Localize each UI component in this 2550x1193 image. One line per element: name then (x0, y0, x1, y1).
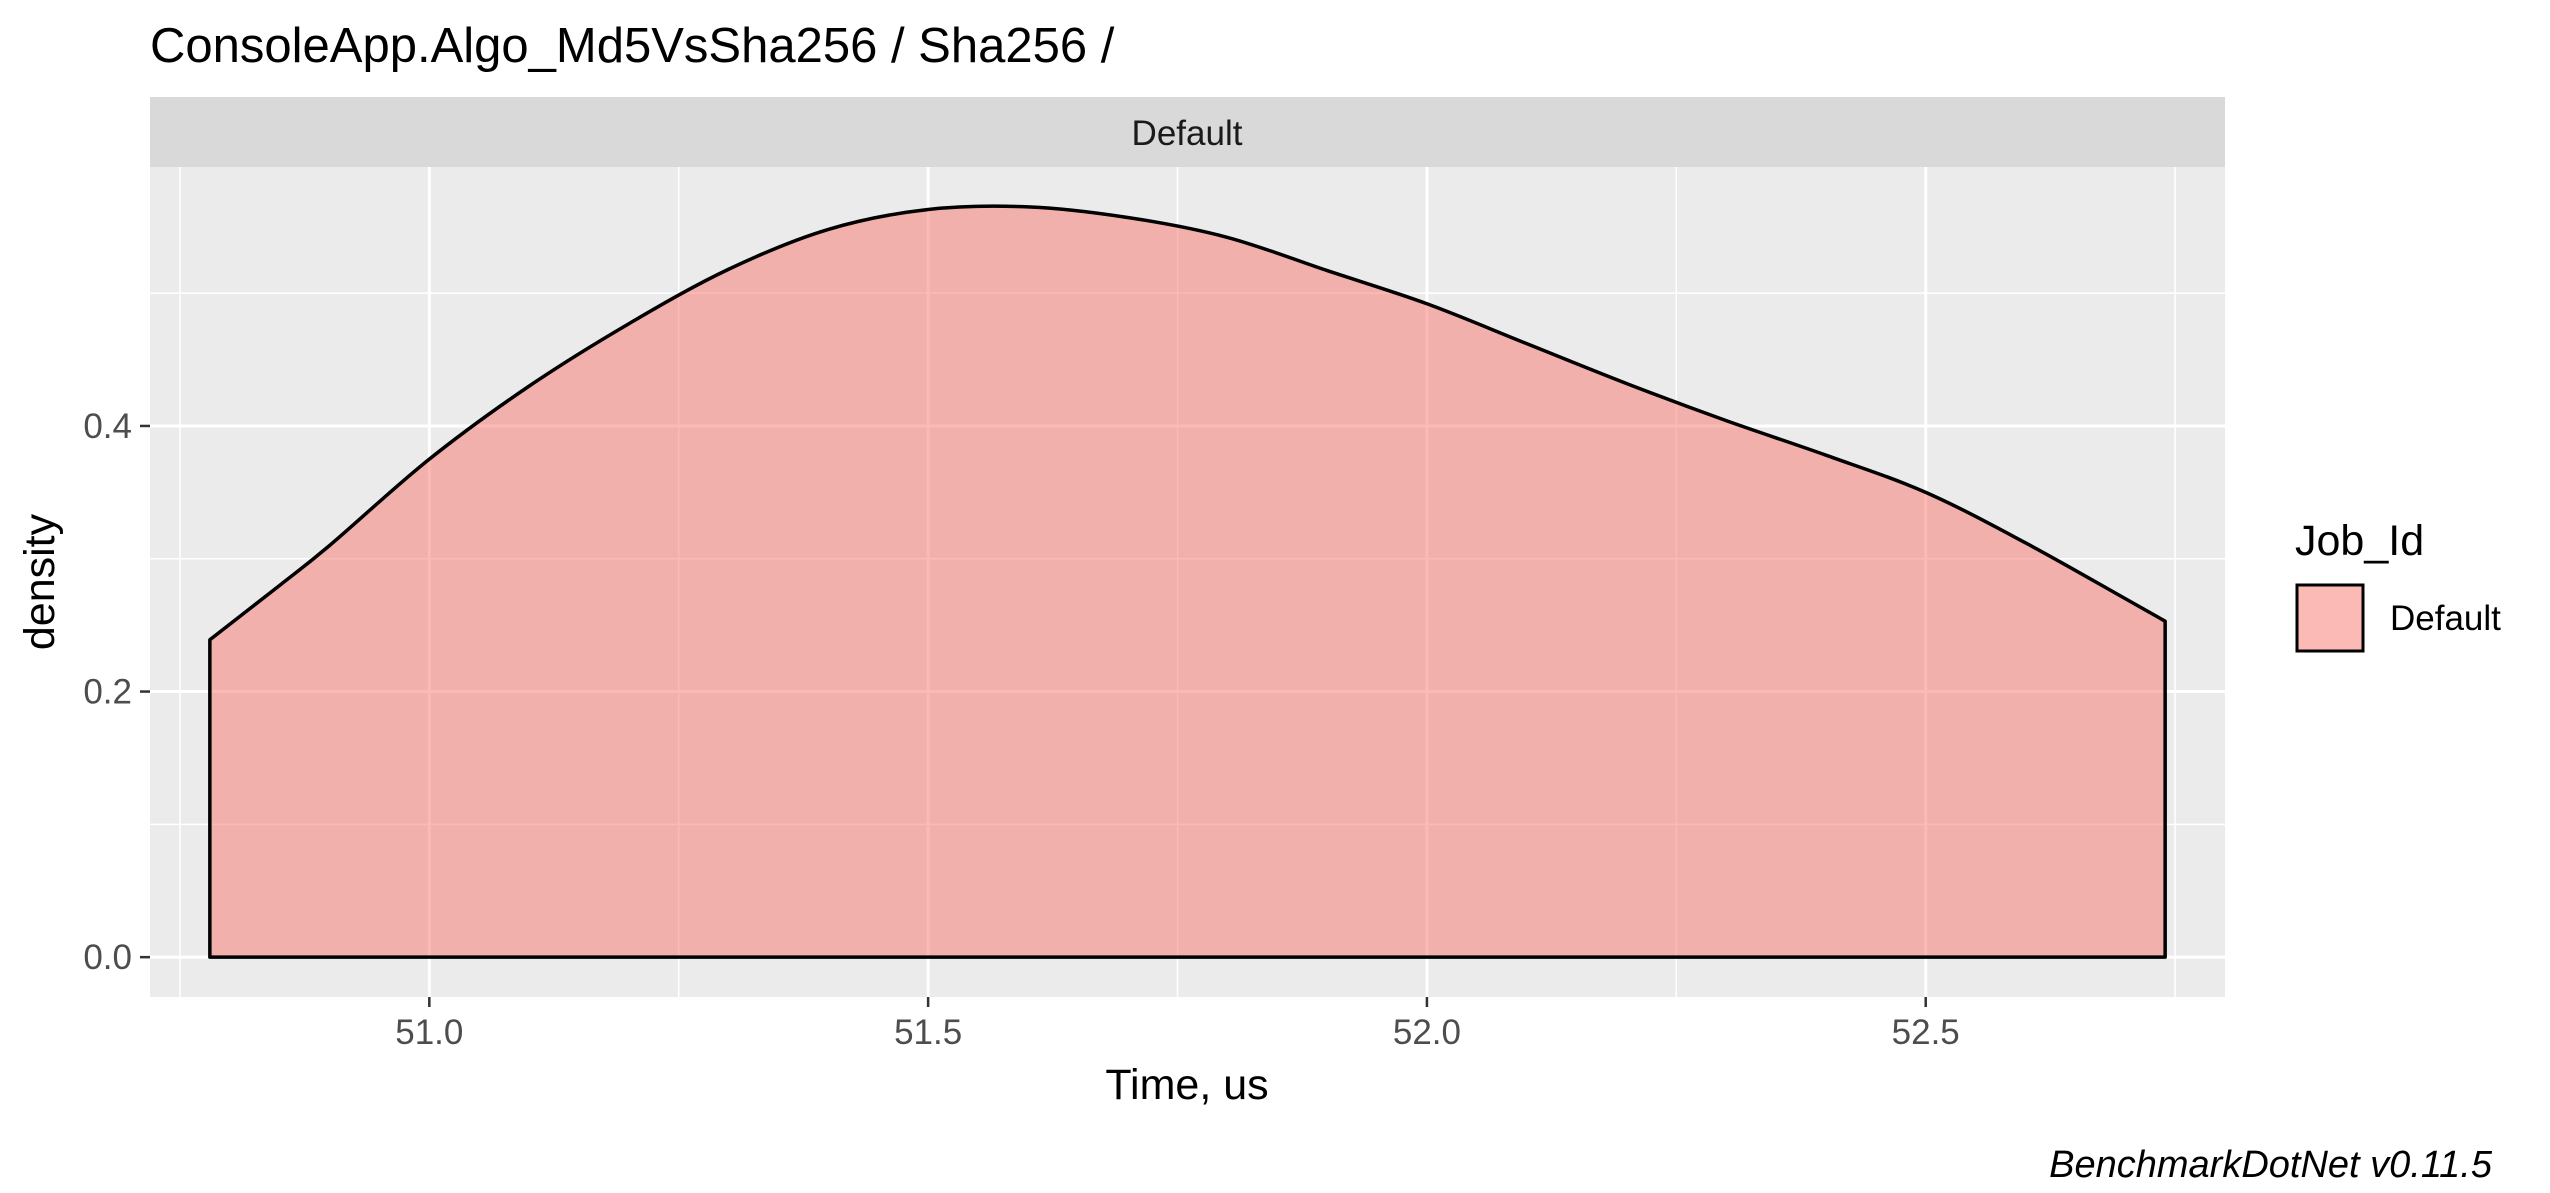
y-axis: 0.0 0.2 0.4 (83, 407, 150, 977)
legend-title: Job_Id (2295, 517, 2424, 565)
x-tick-label: 51.5 (894, 1013, 962, 1052)
chart-title: ConsoleApp.Algo_Md5VsSha256 / Sha256 / (150, 19, 1115, 73)
y-tick-label: 0.2 (83, 673, 132, 712)
caption: BenchmarkDotNet v0.11.5 (2049, 1144, 2493, 1186)
density-layer (208, 204, 2167, 959)
legend-key-default (2295, 583, 2365, 653)
x-tick-label: 52.0 (1393, 1013, 1461, 1052)
facet-strip (150, 97, 2225, 167)
y-tick-label: 0.4 (83, 407, 132, 446)
facet-strip-label: Default (1132, 114, 1243, 153)
x-tick-label: 51.0 (395, 1013, 463, 1052)
legend: Job_Id Default (2295, 517, 2501, 653)
y-axis-label: density (16, 513, 64, 650)
legend-label-default: Default (2390, 599, 2501, 638)
x-axis-label: Time, us (1105, 1061, 1268, 1109)
x-tick-label: 52.5 (1892, 1013, 1960, 1052)
x-axis: 51.0 51.5 52.0 52.5 (395, 997, 1960, 1052)
density-area-default (208, 204, 2167, 959)
y-tick-label: 0.0 (83, 938, 132, 977)
